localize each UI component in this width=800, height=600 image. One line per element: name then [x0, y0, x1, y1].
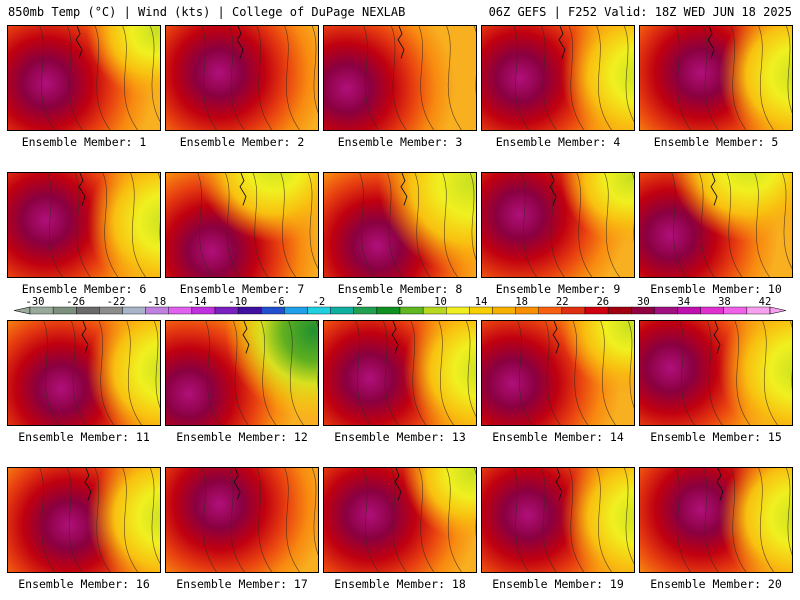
map-panel-7 [165, 172, 319, 278]
member-label-6: Ensemble Member: 6 [21, 282, 147, 296]
map-panel-15 [639, 320, 793, 426]
colorbar-swatch [145, 306, 169, 315]
member-label-13: Ensemble Member: 13 [334, 430, 466, 444]
colorbar-swatch [29, 306, 54, 315]
colorbar-swatch [76, 306, 100, 315]
colorbar-swatch [538, 306, 563, 315]
map-panel-20 [639, 467, 793, 573]
colorbar-swatch [723, 306, 748, 315]
colorbar-swatch [654, 306, 678, 315]
colorbar-swatch [307, 306, 331, 315]
member-label-20: Ensemble Member: 20 [650, 577, 782, 591]
colorbar-swatch [700, 306, 724, 315]
colorbar-tick-label: 18 [515, 296, 528, 308]
member-label-19: Ensemble Member: 19 [492, 577, 624, 591]
header-title: 850mb Temp (°C) | Wind (kts) | College o… [8, 5, 406, 19]
colorbar-swatch [122, 306, 146, 315]
colorbar-swatch [607, 306, 632, 315]
map-panel-1 [7, 25, 161, 131]
colorbar-legend: -30 -26 -22 -18 -14 -10 -6 -2 2 6 10 14 18 22 26 30 34 38… [13, 296, 787, 315]
map-panel-6 [7, 172, 161, 278]
member-label-10: Ensemble Member: 10 [650, 282, 782, 296]
colorbar-tick-label: 42 [759, 296, 772, 308]
colorbar-tick-label: 10 [434, 296, 447, 308]
colorbar-swatch [631, 306, 655, 315]
colorbar-tick-label: 14 [475, 296, 488, 308]
member-label-7: Ensemble Member: 7 [179, 282, 305, 296]
map-panel-16 [7, 467, 161, 573]
member-label-4: Ensemble Member: 4 [495, 135, 621, 149]
colorbar-swatch [515, 306, 539, 315]
colorbar-swatch [99, 306, 123, 315]
member-label-5: Ensemble Member: 5 [653, 135, 779, 149]
map-panel-9 [481, 172, 635, 278]
member-label-14: Ensemble Member: 14 [492, 430, 624, 444]
colorbar-swatch [422, 306, 447, 315]
colorbar-swatch [284, 306, 308, 315]
colorbar-swatch [330, 306, 354, 315]
colorbar-tick-label: -10 [228, 296, 247, 308]
colorbar-swatch [584, 306, 609, 315]
map-panel-5 [639, 25, 793, 131]
map-panel-4 [481, 25, 635, 131]
member-label-18: Ensemble Member: 18 [334, 577, 466, 591]
member-label-8: Ensemble Member: 8 [337, 282, 463, 296]
colorbar-tick-label: -6 [272, 296, 285, 308]
colorbar-swatch [168, 306, 193, 315]
colorbar-tick-label: -26 [66, 296, 85, 308]
map-panel-12 [165, 320, 319, 426]
map-panel-18 [323, 467, 477, 573]
colorbar-tick-label: 38 [718, 296, 731, 308]
member-label-9: Ensemble Member: 9 [495, 282, 621, 296]
map-panel-11 [7, 320, 161, 426]
colorbar-tick-label: 22 [556, 296, 569, 308]
colorbar-swatch [52, 306, 77, 315]
colorbar-swatch [214, 306, 239, 315]
colorbar-tick-label: -18 [147, 296, 166, 308]
colorbar-swatch [561, 306, 586, 315]
member-label-16: Ensemble Member: 16 [18, 577, 150, 591]
member-label-17: Ensemble Member: 17 [176, 577, 308, 591]
colorbar-arrow-left [13, 306, 31, 315]
colorbar-swatch [469, 306, 493, 315]
colorbar-tick-label: -30 [26, 296, 45, 308]
member-label-11: Ensemble Member: 11 [18, 430, 150, 444]
colorbar-tick-label: 30 [637, 296, 650, 308]
member-label-15: Ensemble Member: 15 [650, 430, 782, 444]
map-panel-8 [323, 172, 477, 278]
colorbar-tick-label: -22 [107, 296, 126, 308]
header-valid-time: 06Z GEFS | F252 Valid: 18Z WED JUN 18 20… [488, 5, 792, 19]
map-panel-14 [481, 320, 635, 426]
colorbar-tick-label: 6 [397, 296, 403, 308]
colorbar-tick-label: -14 [188, 296, 207, 308]
map-panel-3 [323, 25, 477, 131]
member-label-12: Ensemble Member: 12 [176, 430, 308, 444]
colorbar-swatch [492, 306, 516, 315]
colorbar-swatch [191, 306, 216, 315]
map-panel-2 [165, 25, 319, 131]
member-label-3: Ensemble Member: 3 [337, 135, 463, 149]
colorbar-swatch [353, 306, 378, 315]
colorbar-swatch [261, 306, 285, 315]
colorbar-tick-label: 34 [678, 296, 691, 308]
colorbar-swatch [746, 306, 771, 315]
map-panel-13 [323, 320, 477, 426]
colorbar-swatch [677, 306, 701, 315]
colorbar-swatch [376, 306, 401, 315]
colorbar-arrow-right [769, 306, 787, 315]
member-label-2: Ensemble Member: 2 [179, 135, 305, 149]
member-label-1: Ensemble Member: 1 [21, 135, 147, 149]
colorbar-swatch [446, 306, 470, 315]
colorbar-swatch [237, 306, 262, 315]
map-panel-19 [481, 467, 635, 573]
map-panel-10 [639, 172, 793, 278]
colorbar-swatch [399, 306, 424, 315]
colorbar-tick-label: -2 [313, 296, 326, 308]
colorbar-tick-label: 2 [356, 296, 362, 308]
map-panel-17 [165, 467, 319, 573]
colorbar-tick-label: 26 [596, 296, 609, 308]
